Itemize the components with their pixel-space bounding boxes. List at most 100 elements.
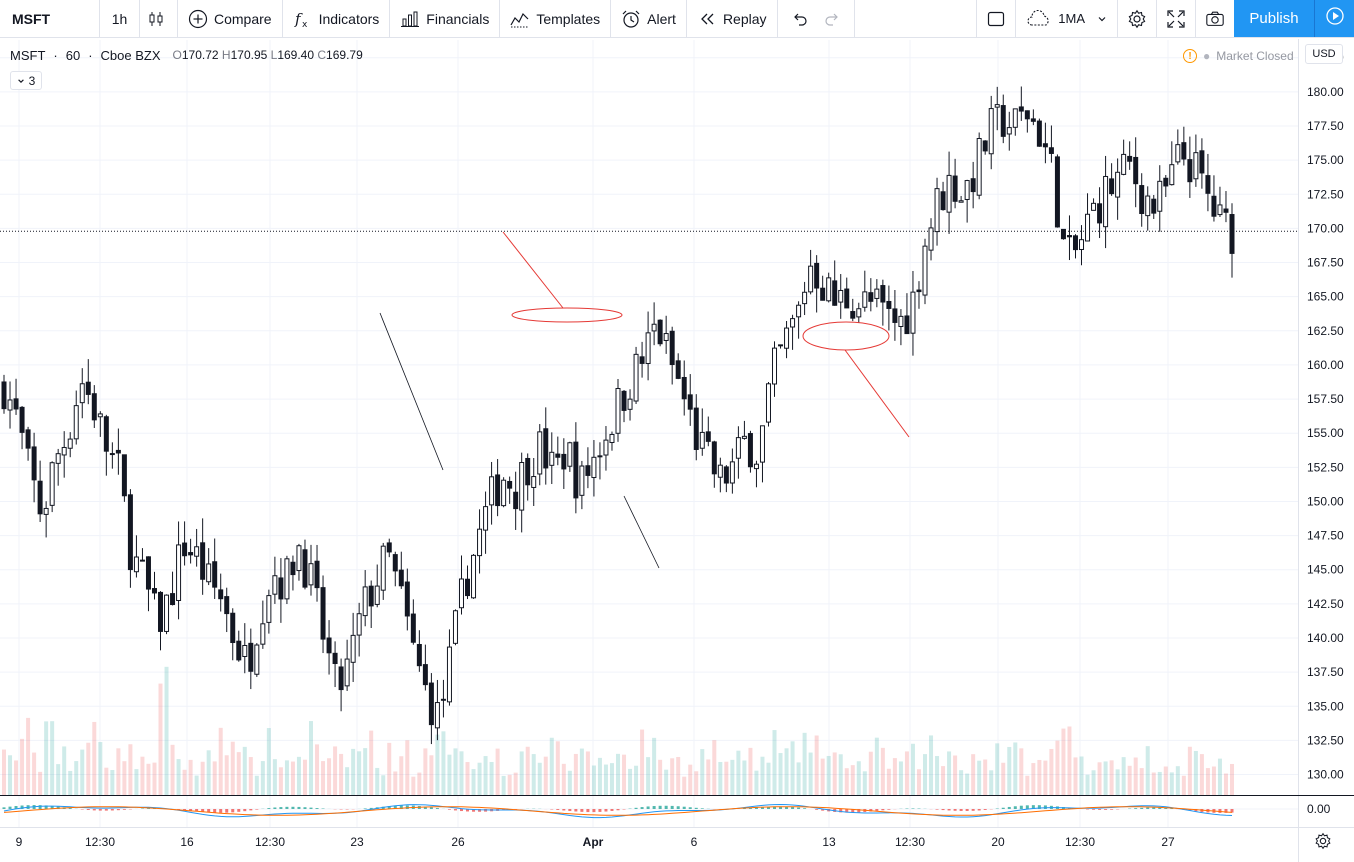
volume-bar <box>236 752 241 795</box>
axis-settings-button[interactable] <box>1314 832 1334 852</box>
candle <box>326 620 332 675</box>
osc-histogram-bar <box>785 806 789 809</box>
candle <box>874 279 880 308</box>
volume-bar <box>1205 768 1210 795</box>
legend-symbol[interactable]: MSFT <box>10 48 46 63</box>
interval-button[interactable]: 1h <box>100 0 140 37</box>
candle <box>561 438 567 489</box>
volume-bar <box>844 768 849 795</box>
candle <box>850 298 856 322</box>
candle <box>531 457 537 506</box>
volume-bar <box>1001 762 1006 795</box>
indicator-template-button[interactable]: 1MA <box>1016 0 1118 37</box>
compare-button[interactable]: Compare <box>178 0 283 37</box>
layout-button[interactable] <box>976 0 1017 37</box>
candle-body <box>212 561 218 588</box>
volume-bar <box>1085 774 1090 795</box>
volume-bar <box>278 767 283 795</box>
candle <box>314 544 320 602</box>
volume-bar <box>658 759 663 795</box>
candle <box>1012 108 1018 136</box>
templates-button[interactable]: Templates <box>500 0 612 37</box>
candle <box>549 432 555 485</box>
candle-body <box>928 227 934 251</box>
candle <box>723 465 729 493</box>
candle <box>790 314 796 350</box>
candle <box>802 281 808 316</box>
volume-bar <box>712 740 717 795</box>
candle-body <box>296 545 302 572</box>
undo-button[interactable] <box>778 0 818 37</box>
currency-button[interactable]: USD <box>1305 44 1343 64</box>
play-button[interactable] <box>1314 0 1354 37</box>
candle <box>483 491 489 554</box>
replay-button[interactable]: Replay <box>687 0 778 37</box>
candle <box>1217 186 1223 218</box>
volume-bar <box>1103 761 1108 795</box>
candle-body <box>525 457 531 486</box>
candle <box>717 457 723 493</box>
snapshot-button[interactable] <box>1196 0 1234 37</box>
volume-bar <box>1121 757 1126 795</box>
collapsed-count: 3 <box>28 73 36 88</box>
candle-body <box>452 610 458 644</box>
publish-button[interactable]: Publish <box>1234 0 1314 37</box>
volume-bar <box>965 773 970 795</box>
candle-body <box>1091 202 1097 211</box>
volume-bar <box>1019 748 1024 795</box>
price-chart[interactable]: 182.50180.00177.50175.00172.50170.00167.… <box>0 39 1354 862</box>
osc-histogram-bar <box>676 806 680 809</box>
osc-histogram-bar <box>1019 805 1023 809</box>
candle <box>729 448 735 494</box>
volume-bar <box>742 760 747 795</box>
candle <box>519 452 525 533</box>
osc-histogram-bar <box>580 809 584 812</box>
fullscreen-button[interactable] <box>1157 0 1196 37</box>
financials-button[interactable]: Financials <box>390 0 501 37</box>
candle-body <box>242 644 248 657</box>
volume-bar <box>272 759 277 795</box>
candle <box>543 407 549 485</box>
candle-body <box>579 465 585 496</box>
candle-body <box>308 563 314 586</box>
candle <box>296 543 302 581</box>
volume-bar <box>1055 740 1060 795</box>
osc-histogram-bar <box>1134 808 1138 809</box>
chart-type-button[interactable] <box>140 0 178 37</box>
candle <box>609 431 615 451</box>
candle-body <box>31 446 37 481</box>
candle <box>886 285 892 331</box>
candle-body <box>627 398 633 410</box>
volume-bar <box>778 753 783 795</box>
volume-bar <box>435 734 440 795</box>
volume-bar <box>465 762 470 795</box>
candle <box>922 238 928 305</box>
volume-bar <box>56 764 61 795</box>
candle <box>1018 86 1024 121</box>
candle <box>994 86 1000 131</box>
candle <box>13 378 19 415</box>
indicators-collapse-button[interactable]: 3 <box>10 71 42 90</box>
candle-body <box>278 577 284 600</box>
candle <box>260 600 266 649</box>
osc-histogram-bar <box>586 809 590 813</box>
candle <box>1085 193 1091 242</box>
osc-histogram-bar <box>225 809 229 813</box>
price-tick-label: 160.00 <box>1307 358 1344 372</box>
volume-bar <box>417 772 422 795</box>
candle-body <box>940 191 946 211</box>
alert-button[interactable]: Alert <box>611 0 687 37</box>
candle <box>1060 228 1066 240</box>
redo-button[interactable] <box>818 0 855 37</box>
candle-body <box>982 140 988 152</box>
candle-body <box>1205 175 1211 194</box>
volume-bar <box>140 756 145 795</box>
market-status[interactable]: ! ● Market Closed <box>1183 49 1294 63</box>
candle-body <box>188 552 194 556</box>
price-tick-label: 177.50 <box>1307 119 1344 133</box>
volume-bar <box>616 753 620 795</box>
symbol-search-button[interactable]: MSFT <box>0 0 100 37</box>
chart-settings-button[interactable] <box>1118 0 1157 37</box>
candle <box>248 628 254 690</box>
